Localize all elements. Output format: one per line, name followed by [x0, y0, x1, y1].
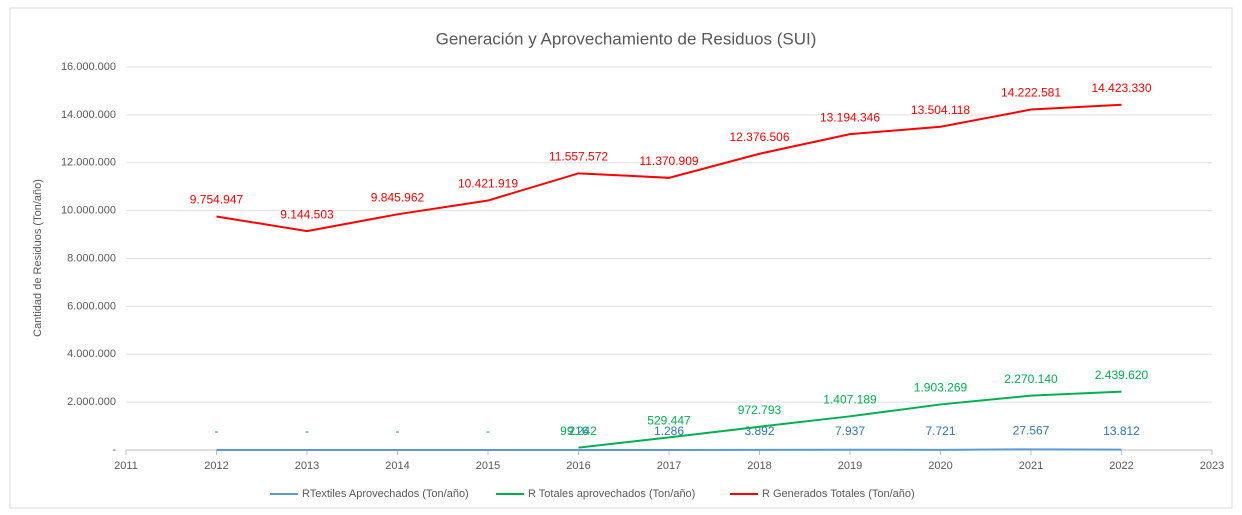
x-tick-label: 2012: [204, 460, 228, 472]
data-label: 2.270.140: [1004, 372, 1058, 386]
data-label: 1.903.269: [914, 381, 968, 395]
x-tick-label: 2023: [1200, 460, 1224, 472]
data-label: 9.754.947: [190, 193, 244, 207]
x-tick-label: 2014: [385, 460, 409, 472]
data-label: 14.423.330: [1091, 81, 1151, 95]
x-tick-label: 2022: [1109, 460, 1133, 472]
legend-label: RTextiles Aprovechados (Ton/año): [302, 488, 469, 500]
x-tick-label: 2019: [838, 460, 862, 472]
y-tick-label: 2.000.000: [67, 396, 116, 408]
data-label: 11.370.909: [639, 154, 698, 168]
data-label: 14.222.581: [1001, 86, 1061, 100]
data-label: 99.242: [560, 424, 597, 438]
data-label: 1.407.189: [823, 392, 877, 406]
data-label: -: [396, 424, 400, 438]
data-label: 27.567: [1013, 424, 1050, 438]
y-tick-label: 16.000.000: [61, 61, 116, 73]
data-label: 13.504.118: [911, 103, 970, 117]
y-tick-label: 10.000.000: [61, 205, 116, 217]
x-tick-label: 2020: [928, 460, 952, 472]
data-label: 1.286: [654, 424, 684, 438]
legend-label: R Totales aprovechados (Ton/año): [528, 488, 695, 500]
x-tick-label: 2017: [657, 460, 681, 472]
y-tick-label: 6.000.000: [67, 300, 116, 312]
data-label: -: [486, 424, 490, 438]
y-tick-label: 14.000.000: [61, 109, 116, 121]
data-label: 10.421.919: [458, 177, 518, 191]
y-tick-label: 4.000.000: [67, 348, 116, 360]
chart-title: Generación y Aprovechamiento de Residuos…: [436, 29, 817, 48]
x-tick-label: 2011: [114, 460, 138, 472]
data-label: 972.793: [738, 403, 782, 417]
data-label: 216: [568, 424, 588, 438]
data-label: 12.376.506: [729, 130, 789, 144]
data-label: 9.144.503: [280, 207, 334, 221]
data-label: 7.721: [925, 424, 955, 438]
y-tick-label: 8.000.000: [67, 252, 116, 264]
series-line: [578, 390, 1122, 449]
x-tick-label: 2013: [295, 460, 319, 472]
series-line: [216, 448, 1122, 451]
series-line: [216, 103, 1122, 233]
data-label: 2.439.620: [1095, 368, 1149, 382]
data-label: 11.557.572: [549, 150, 608, 164]
y-axis-label: Cantidad de Residuos (Ton/año): [32, 179, 44, 337]
legend-label: R Generados Totales (Ton/año): [762, 488, 915, 500]
data-label: -: [305, 424, 309, 438]
x-tick-label: 2018: [747, 460, 771, 472]
data-label: 9.845.962: [371, 190, 425, 204]
y-tick-label: -: [112, 444, 116, 456]
data-label: 7.937: [835, 424, 865, 438]
data-label: 13.194.346: [820, 110, 880, 124]
y-tick-label: 12.000.000: [61, 157, 116, 169]
data-label: -: [215, 424, 219, 438]
data-label: 529.447: [647, 413, 691, 427]
x-tick-label: 2015: [476, 460, 500, 472]
data-label: 13.812: [1103, 424, 1140, 438]
x-tick-label: 2021: [1019, 460, 1043, 472]
x-tick-label: 2016: [566, 460, 590, 472]
